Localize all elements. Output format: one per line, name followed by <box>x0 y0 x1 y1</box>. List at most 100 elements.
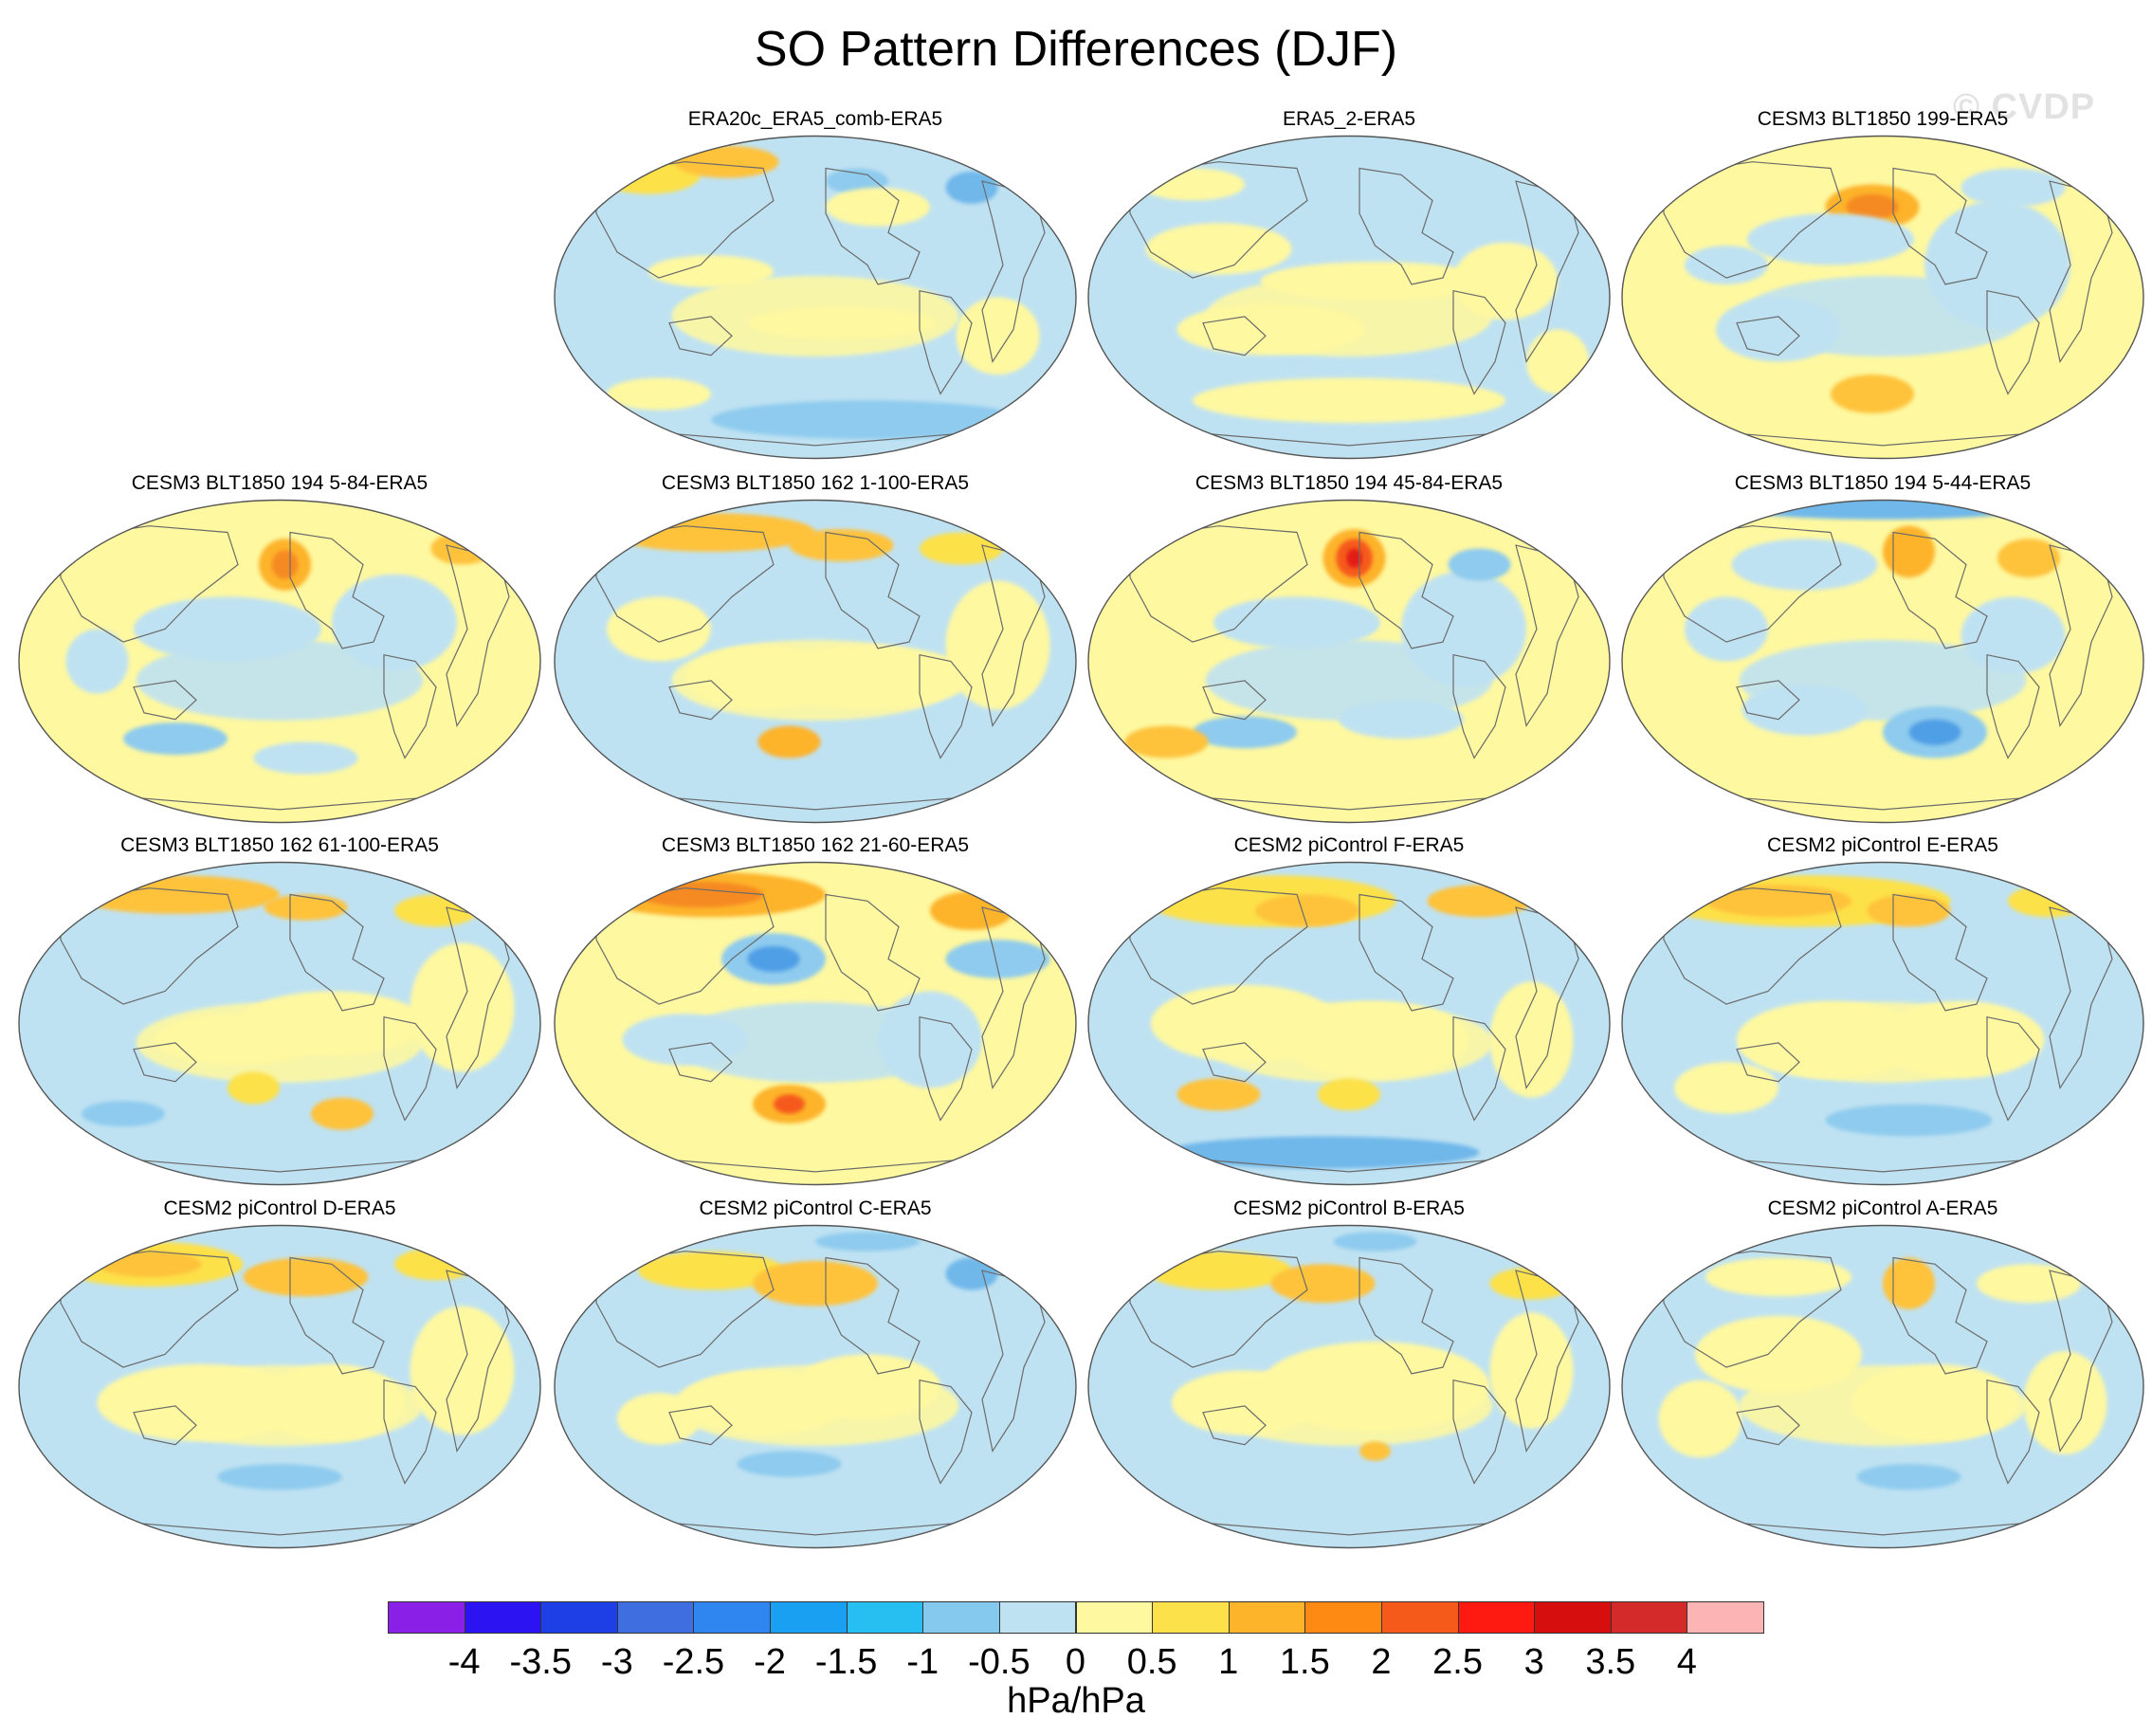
map-border <box>18 499 541 824</box>
coastline <box>133 1042 197 1083</box>
coastline <box>289 893 385 1012</box>
map-panel: CESM2 piControl C-ERA5 <box>550 1197 1081 1553</box>
anomaly-contour <box>1124 725 1209 758</box>
coastline <box>289 531 385 649</box>
anomaly-contour <box>1333 1232 1417 1252</box>
map-border <box>554 1224 1077 1549</box>
coastline <box>60 1251 239 1368</box>
coastline <box>1892 1256 1988 1375</box>
anomaly-contour <box>1831 375 1914 413</box>
coastline <box>60 887 239 1005</box>
anomaly-contour <box>1851 1363 2018 1442</box>
coastline <box>658 1158 973 1173</box>
anomaly-contour <box>648 255 774 288</box>
anomaly-contour <box>311 1097 374 1130</box>
map-border <box>1621 1224 2144 1549</box>
coastline <box>1892 893 1988 1012</box>
colorbar-tick-label: -3 <box>600 1642 633 1682</box>
anomaly-contour <box>1846 193 1899 220</box>
anomaly-contour <box>1193 377 1505 424</box>
coastline <box>1986 1379 2040 1485</box>
anomaly-contour <box>945 580 1050 710</box>
anomaly-contour <box>1695 1315 1862 1394</box>
sea-level-pressure-map <box>554 499 1077 824</box>
anomaly-contour <box>1742 684 1868 736</box>
anomaly-contour <box>243 1257 369 1297</box>
anomaly-contour <box>638 881 763 908</box>
map-border <box>554 861 1077 1186</box>
coastline <box>1452 289 1506 395</box>
anomaly-contour <box>65 629 129 694</box>
anomaly-contour <box>1705 1257 1851 1297</box>
anomaly-contour <box>2008 885 2091 918</box>
coastline <box>1359 167 1454 285</box>
colorbar-tick-label: -3.5 <box>509 1642 572 1682</box>
coastline <box>383 1379 437 1485</box>
coastline <box>122 795 437 811</box>
coastline <box>1202 680 1267 721</box>
coastline <box>1359 531 1454 649</box>
colorbar-tick-label: 3 <box>1523 1642 1544 1682</box>
coastline <box>1986 653 2040 759</box>
panel-title: ERA5_2-ERA5 <box>1282 108 1416 130</box>
anomaly-contour <box>1658 1380 1742 1458</box>
anomaly-contour <box>228 1071 280 1105</box>
watermark: © CVDP <box>1953 87 2096 127</box>
coastline <box>1129 525 1308 643</box>
anomaly-contour <box>1716 297 1841 362</box>
map-border <box>1087 1224 1611 1549</box>
panel-title: CESM3 BLT1850 194 5-84-ERA5 <box>131 472 429 494</box>
coastline <box>825 167 921 285</box>
colorbar-swatch <box>846 1601 924 1634</box>
sea-level-pressure-map <box>1087 1224 1611 1549</box>
colorbar-swatch <box>388 1601 465 1634</box>
anomaly-contour <box>1359 1441 1391 1461</box>
anomaly-contour <box>945 1257 998 1290</box>
sea-level-pressure-map <box>18 1224 541 1549</box>
sea-level-pressure-map <box>1087 861 1611 1186</box>
coastline <box>595 161 775 279</box>
anomaly-contour <box>826 168 888 194</box>
coastline <box>1192 795 1506 811</box>
anomaly-contour <box>1260 262 1490 301</box>
anomaly-contour <box>1176 303 1365 356</box>
panel-title: ERA20c_ERA5_comb-ERA5 <box>687 108 943 130</box>
coastline <box>383 1015 437 1122</box>
panel-title: CESM2 piControl F-ERA5 <box>1233 834 1465 856</box>
anomaly-contour <box>82 1101 165 1127</box>
anomaly-contour <box>1453 242 1558 320</box>
map-panel: CESM2 piControl F-ERA5 <box>1084 834 1614 1190</box>
anomaly-contour <box>430 532 494 565</box>
map-panel: CESM3 BLT1850 194 5-84-ERA5 <box>14 472 545 828</box>
anomaly-contour <box>1448 548 1511 581</box>
anomaly-contour <box>789 529 894 562</box>
coastline <box>668 1405 733 1446</box>
coastline <box>1986 1015 2040 1122</box>
anomaly-contour <box>737 1451 842 1477</box>
colorbar-tick-label: -0.5 <box>968 1642 1030 1682</box>
anomaly-contour <box>617 1393 701 1445</box>
colorbar-tick-label: 1 <box>1218 1642 1239 1682</box>
anomaly-contour <box>1961 596 2066 675</box>
coastline <box>919 653 973 759</box>
anomaly-contour <box>1908 719 1961 745</box>
anomaly-contour <box>1997 539 2060 578</box>
anomaly-contour <box>674 145 779 178</box>
anomaly-contour <box>1172 1370 1318 1435</box>
colorbar-swatch <box>1304 1601 1382 1634</box>
colorbar-swatch <box>1687 1601 1764 1634</box>
anomaly-contour <box>1489 1312 1574 1429</box>
map-panel: CESM2 piControl B-ERA5 <box>1084 1197 1614 1553</box>
colorbar-tick-label: 1.5 <box>1279 1642 1330 1682</box>
colorbar-tick-label: 4 <box>1676 1642 1697 1682</box>
anomaly-contour <box>753 1260 878 1307</box>
anomaly-contour <box>607 596 711 662</box>
anomaly-contour <box>1856 1464 1961 1490</box>
map-panel: CESM3 BLT1850 199-ERA5 <box>1617 108 2148 464</box>
panel-title: CESM2 piControl A-ERA5 <box>1767 1197 1998 1219</box>
map-border <box>1621 499 2144 824</box>
coastline <box>383 653 437 759</box>
coastline <box>595 887 775 1005</box>
map-panel: CESM3 BLT1850 194 45-84-ERA5 <box>1084 472 1614 828</box>
map-border <box>1621 861 2144 1186</box>
